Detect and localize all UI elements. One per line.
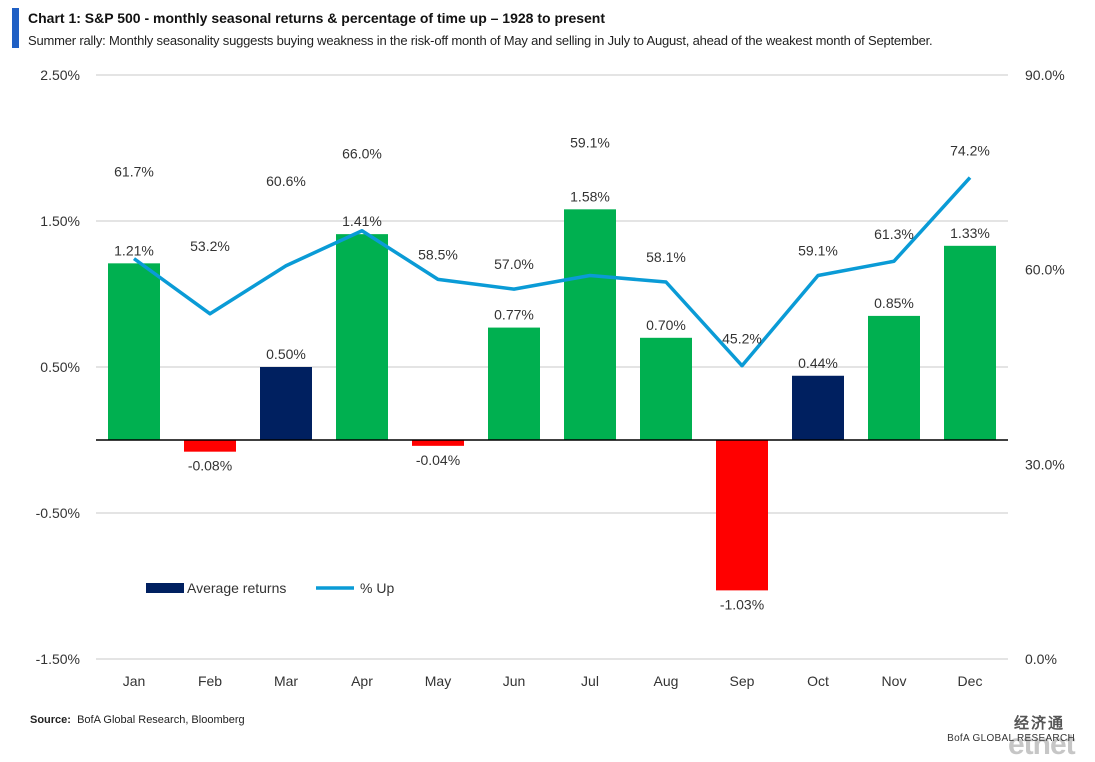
right-axis-tick-label: 90.0%	[1025, 67, 1065, 83]
bar-value-label: 1.33%	[950, 225, 990, 241]
source-note: Source: BofA Global Research, Bloomberg	[30, 714, 245, 726]
line-value-label: 59.1%	[798, 243, 838, 259]
category-label: Jul	[581, 673, 599, 689]
category-label: Aug	[654, 673, 679, 689]
left-axis-tick-label: 1.50%	[40, 213, 80, 229]
watermark-logo: etnet	[1008, 728, 1076, 761]
bar-value-label: 0.50%	[266, 346, 306, 362]
source-text: BofA Global Research, Bloomberg	[77, 714, 245, 726]
bar-may	[412, 440, 464, 446]
line-value-label: 53.2%	[190, 238, 230, 254]
line-value-label: 74.2%	[950, 143, 990, 159]
bar-jul	[564, 209, 616, 440]
line-value-label: 58.1%	[646, 249, 686, 265]
bar-value-label: 1.41%	[342, 213, 382, 229]
category-label: Mar	[274, 673, 298, 689]
bar-feb	[184, 440, 236, 452]
bar-value-label: 0.85%	[874, 295, 914, 311]
bar-aug	[640, 337, 692, 440]
watermark-chinese: 经济通	[1014, 715, 1066, 732]
category-label: Nov	[882, 673, 907, 689]
line-value-label: 58.5%	[418, 246, 458, 262]
category-label: May	[425, 673, 451, 689]
bar-jun	[488, 327, 540, 440]
bar-value-label: -0.04%	[416, 452, 460, 468]
left-axis-tick-label: 2.50%	[40, 67, 80, 83]
brand-text: BofA GLOBAL RESEARCH	[947, 733, 1075, 744]
left-axis-tick-label: -0.50%	[36, 505, 80, 521]
chart-title: Chart 1: S&P 500 - monthly seasonal retu…	[28, 10, 606, 26]
line-value-label: 61.3%	[874, 226, 914, 242]
bar-value-label: 1.58%	[570, 188, 610, 204]
line-value-label: 45.2%	[722, 331, 762, 347]
legend-label-average-returns: Average returns	[187, 580, 286, 596]
pct-up-line	[132, 176, 972, 368]
source-label: Source:	[30, 714, 71, 726]
legend-bar-swatch	[146, 583, 184, 593]
line-value-label: 61.7%	[114, 164, 154, 180]
title-accent-bar	[12, 8, 19, 48]
legend-label-pct-up: % Up	[360, 580, 394, 596]
category-label: Sep	[730, 673, 755, 689]
bar-nov	[868, 315, 920, 440]
category-label: Dec	[958, 673, 983, 689]
line-value-label: 57.0%	[494, 256, 534, 272]
bar-jan	[108, 263, 160, 440]
line-value-label: 59.1%	[570, 135, 610, 151]
left-axis-tick-label: 0.50%	[40, 359, 80, 375]
line-value-label: 66.0%	[342, 146, 382, 162]
category-label: Apr	[351, 673, 373, 689]
category-label: Oct	[807, 673, 829, 689]
category-label: Jun	[503, 673, 526, 689]
bar-value-label: 0.44%	[798, 355, 838, 371]
bar-value-label: 1.21%	[114, 242, 154, 258]
category-label: Jan	[123, 673, 146, 689]
right-axis-tick-label: 30.0%	[1025, 456, 1065, 472]
bar-apr	[336, 234, 388, 440]
bar-value-label: -1.03%	[720, 596, 764, 612]
bar-mar	[260, 367, 312, 440]
bar-sep	[716, 440, 768, 591]
bar-value-label: 0.70%	[646, 317, 686, 333]
bar-value-label: 0.77%	[494, 307, 534, 323]
bar-oct	[792, 375, 844, 440]
right-axis-tick-label: 0.0%	[1025, 651, 1057, 667]
category-label: Feb	[198, 673, 222, 689]
chart-subtitle: Summer rally: Monthly seasonality sugges…	[28, 33, 933, 48]
right-axis-tick-label: 60.0%	[1025, 262, 1065, 278]
line-value-label: 60.6%	[266, 173, 306, 189]
bar-value-label: -0.08%	[188, 458, 232, 474]
left-axis-tick-label: -1.50%	[36, 651, 80, 667]
bar-dec	[944, 245, 996, 440]
